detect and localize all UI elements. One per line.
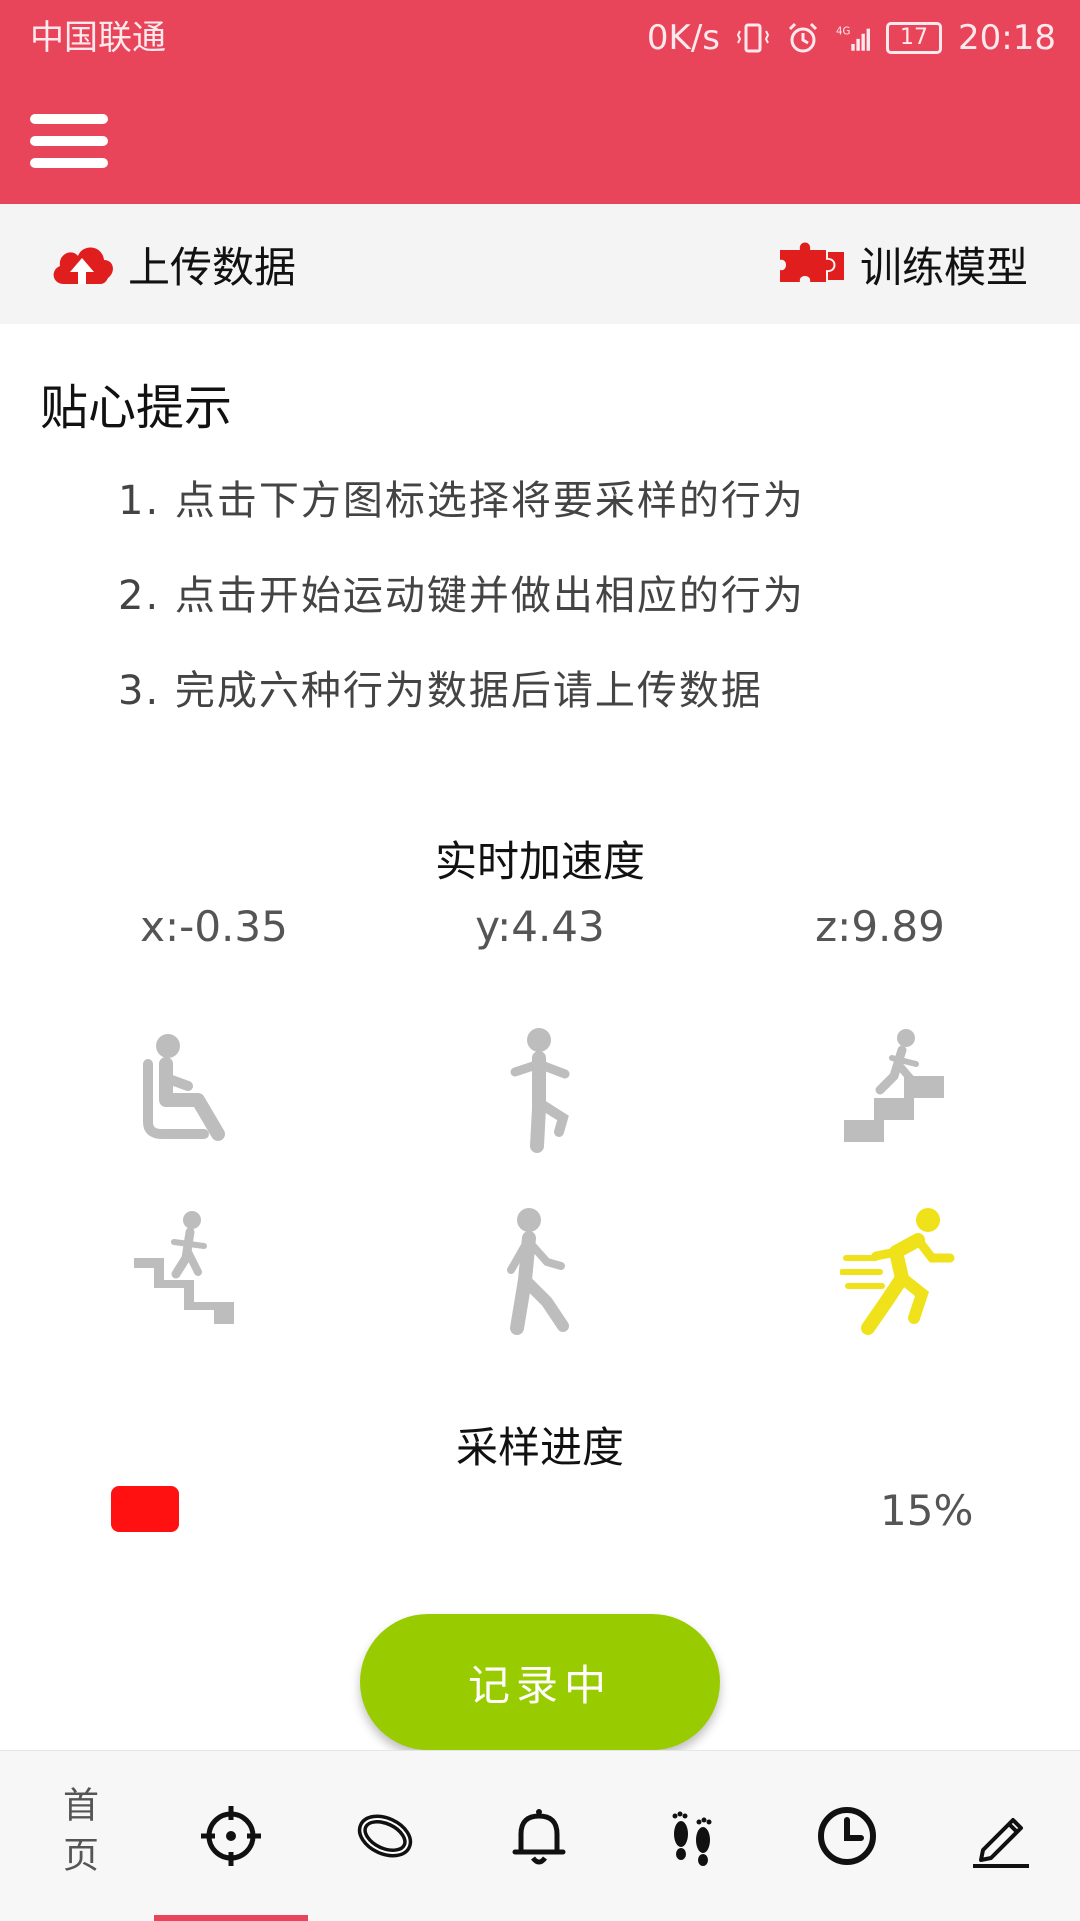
tip-item-3: 3. 完成六种行为数据后请上传数据: [118, 668, 763, 714]
progress-title: 采样进度: [455, 1423, 624, 1472]
footprints-icon: [672, 1811, 712, 1866]
tip-item-2: 2. 点击开始运动键并做出相应的行为: [118, 573, 805, 619]
bell-icon: [512, 1809, 566, 1865]
record-button[interactable]: 记录中: [360, 1614, 720, 1750]
nav-crosshair[interactable]: [154, 1751, 308, 1921]
activity-standing[interactable]: [475, 1024, 605, 1154]
walking-icon: [507, 1208, 569, 1335]
walking-upstairs-icon: [844, 1029, 944, 1142]
status-bar: 中国联通 0K/s 4G 17 20:18: [0, 0, 1080, 76]
tip-item-1: 1. 点击下方图标选择将要采样的行为: [118, 478, 805, 524]
progress-bar-fill: [111, 1486, 180, 1532]
svg-text:4G: 4G: [836, 27, 850, 38]
nav-home-label: 首页: [57, 1786, 98, 1886]
activity-downstairs[interactable]: [130, 1206, 260, 1336]
carrier-name: 中国联通: [30, 18, 166, 58]
activity-running[interactable]: [839, 1206, 970, 1336]
activity-walking[interactable]: [475, 1206, 605, 1336]
activity-upstairs[interactable]: [840, 1024, 970, 1154]
progress-bar: [111, 1486, 871, 1532]
standing-icon: [510, 1028, 570, 1153]
train-model-label: 训练模型: [859, 242, 1028, 292]
walking-downstairs-icon: [134, 1211, 234, 1324]
record-button-label: 记录中: [467, 1660, 612, 1710]
battery-level: 17: [900, 25, 929, 50]
tips-title: 贴心提示: [40, 380, 233, 436]
sitting-icon: [143, 1034, 225, 1141]
network-speed: 0K/s: [646, 18, 721, 58]
action-row: 上传数据 训练模型: [0, 204, 1080, 324]
wristband-icon: [357, 1814, 413, 1858]
accel-y-value: y:4.43: [475, 902, 605, 951]
status-indicators: 0K/s 4G 17 20:18: [647, 0, 1056, 76]
nav-footprints[interactable]: [616, 1751, 770, 1921]
crosshair-icon: [201, 1806, 261, 1866]
pencil-icon: [973, 1818, 1029, 1868]
clock-time: 20:18: [958, 18, 1056, 58]
nav-edit[interactable]: [924, 1751, 1078, 1921]
puzzle-icon: [779, 242, 844, 282]
upload-data-button[interactable]: 上传数据: [48, 204, 296, 324]
cloud-upload-icon: [53, 247, 113, 284]
accel-z-value: z:9.89: [815, 902, 945, 951]
nav-home[interactable]: 首页: [0, 1751, 154, 1921]
hamburger-menu-icon[interactable]: [30, 106, 110, 176]
nav-wristband[interactable]: [308, 1751, 462, 1921]
vibrate-icon: [736, 23, 770, 53]
alarm-icon: [788, 22, 818, 53]
accel-x-value: x:-0.35: [140, 902, 288, 951]
nav-history[interactable]: [770, 1751, 924, 1921]
progress-percent: 15%: [880, 1486, 974, 1535]
signal-4g-icon: 4G: [836, 27, 871, 51]
upload-data-label: 上传数据: [128, 242, 297, 292]
nav-notifications[interactable]: [462, 1751, 616, 1921]
acceleration-title: 实时加速度: [434, 837, 645, 886]
app-bar: [0, 76, 1080, 204]
nav-active-indicator: [154, 1915, 308, 1921]
running-icon: [839, 1208, 955, 1335]
bottom-nav: 首页: [0, 1750, 1080, 1921]
activity-sitting[interactable]: [118, 1024, 248, 1154]
clock-icon: [818, 1807, 876, 1865]
train-model-button[interactable]: 训练模型: [776, 204, 1028, 324]
battery-icon: 17: [886, 22, 943, 54]
